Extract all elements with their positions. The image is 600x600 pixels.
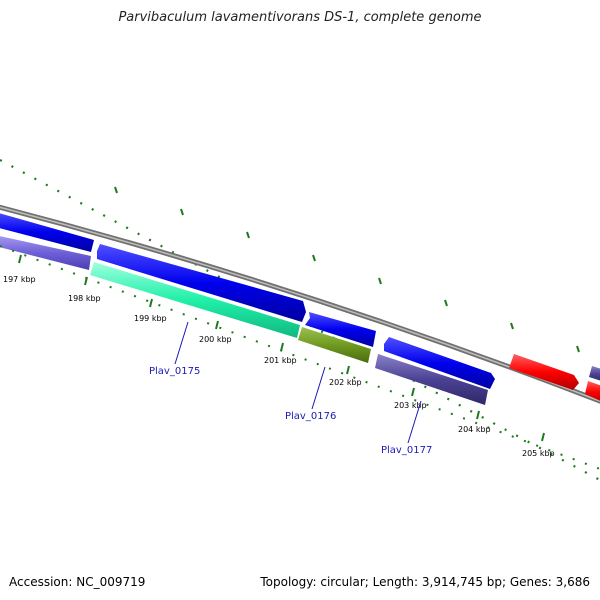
scale-label: 197 kbp bbox=[3, 275, 36, 284]
gene-label-plav-0175[interactable]: Plav_0175 bbox=[149, 366, 200, 377]
outer-major-tick bbox=[246, 231, 250, 239]
forward-feature-partial[interactable] bbox=[589, 366, 600, 382]
gene-labels: Plav_0175 Plav_0176 Plav_0177 bbox=[149, 321, 432, 456]
gene-label-plav-0176[interactable]: Plav_0176 bbox=[285, 411, 336, 422]
scale-label: 201 kbp bbox=[264, 356, 297, 365]
scale-label: 198 kbp bbox=[68, 294, 101, 303]
inner-major-tick bbox=[476, 410, 480, 420]
inner-major-tick bbox=[215, 320, 219, 330]
scale-label: 204 kbp bbox=[458, 425, 491, 434]
outer-major-tick bbox=[576, 345, 580, 353]
outer-major-tick bbox=[114, 186, 118, 194]
forward-rrna-feature[interactable] bbox=[509, 354, 579, 390]
gene-label-leader bbox=[174, 321, 189, 365]
forward-rrna-feature[interactable] bbox=[585, 381, 600, 403]
scale-label: 203 kbp bbox=[394, 401, 427, 410]
inner-major-tick bbox=[84, 276, 88, 286]
inner-major-tick bbox=[541, 432, 545, 442]
outer-major-tick bbox=[444, 299, 448, 307]
accession-text: Accession: NC_009719 bbox=[9, 575, 146, 589]
reverse-feature-plav-0176[interactable] bbox=[298, 327, 371, 363]
scale-label: 200 kbp bbox=[199, 335, 232, 344]
genome-summary-text: Topology: circular; Length: 3,914,745 bp… bbox=[260, 575, 590, 589]
gene-label-leader bbox=[311, 366, 326, 410]
inner-major-tick bbox=[346, 365, 350, 375]
gene-label-leader bbox=[407, 400, 422, 444]
inner-minor-ticks bbox=[0, 245, 600, 470]
reverse-feature-plav-0177[interactable] bbox=[375, 354, 488, 405]
outer-major-tick bbox=[378, 277, 382, 285]
inner-major-tick bbox=[280, 342, 284, 352]
forward-cds-feature[interactable] bbox=[305, 312, 376, 347]
inner-tick-ring bbox=[0, 245, 600, 470]
scale-label: 199 kbp bbox=[134, 314, 167, 323]
forward-cds-feature[interactable] bbox=[0, 212, 94, 252]
forward-cds-feature[interactable] bbox=[97, 244, 306, 322]
reverse-feature[interactable] bbox=[0, 235, 91, 270]
inner-major-tick bbox=[18, 254, 22, 264]
scale-label: 205 kbp bbox=[522, 449, 555, 458]
gene-label-plav-0177[interactable]: Plav_0177 bbox=[381, 445, 432, 456]
reverse-feature-plav-0175[interactable] bbox=[90, 262, 300, 338]
inner-major-tick bbox=[411, 387, 415, 397]
scale-label: 202 kbp bbox=[329, 378, 362, 387]
outer-major-tick bbox=[180, 208, 184, 216]
map-title: Parvibaculum lavamentivorans DS-1, compl… bbox=[118, 10, 482, 25]
inner-major-tick bbox=[149, 298, 153, 308]
reverse-strand-track bbox=[0, 235, 488, 405]
outer-major-tick bbox=[510, 322, 514, 330]
outer-major-tick bbox=[312, 254, 316, 262]
forward-strand-track bbox=[0, 212, 600, 403]
forward-cds-feature[interactable] bbox=[384, 337, 495, 389]
scale-labels: 197 kbp 198 kbp 199 kbp 200 kbp 201 kbp … bbox=[3, 275, 555, 458]
